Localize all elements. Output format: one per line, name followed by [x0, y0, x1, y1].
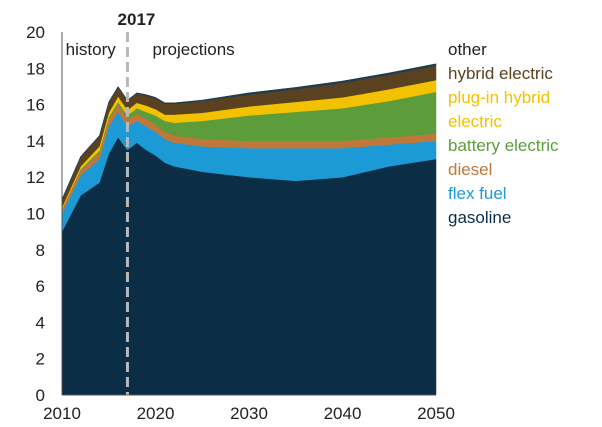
- stacked-areas: [61, 63, 437, 396]
- x-tick-label: 2040: [324, 404, 362, 423]
- y-tick-labels: 0 2 4 6 8 10 12 14 16 18 20: [26, 23, 45, 405]
- area-other: [61, 63, 437, 200]
- legend-item-plug-in-hybrid: plug-in hybrid: [448, 88, 550, 107]
- y-tick-label: 4: [36, 313, 45, 332]
- history-annotation: history: [66, 40, 117, 59]
- legend-item-hybrid-electric: hybrid electric: [448, 64, 553, 83]
- y-tick-label: 20: [26, 23, 45, 42]
- x-tick-label: 2020: [137, 404, 175, 423]
- axes: [61, 32, 436, 396]
- y-tick-label: 6: [36, 277, 45, 296]
- y-tick-label: 2: [36, 350, 45, 369]
- y-tick-label: 12: [26, 168, 45, 187]
- legend-item-diesel: diesel: [448, 160, 492, 179]
- x-tick-label: 2050: [417, 404, 455, 423]
- legend-item-gasoline: gasoline: [448, 208, 511, 227]
- legend-item-battery-electric: battery electric: [448, 136, 559, 155]
- divider-year-label: 2017: [118, 10, 156, 29]
- legend: other hybrid electric plug-in hybrid electr…: [448, 40, 559, 227]
- y-tick-label: 14: [26, 132, 45, 151]
- x-tick-labels: 2010 2020 2030 2040 2050: [43, 404, 455, 423]
- y-tick-label: 16: [26, 96, 45, 115]
- y-tick-label: 10: [26, 205, 45, 224]
- legend-item-electric: electric: [448, 112, 502, 131]
- y-tick-label: 8: [36, 241, 45, 260]
- y-tick-label: 18: [26, 59, 45, 78]
- legend-item-other: other: [448, 40, 487, 59]
- x-tick-label: 2010: [43, 404, 81, 423]
- legend-item-flex-fuel: flex fuel: [448, 184, 507, 203]
- projections-annotation: projections: [152, 40, 234, 59]
- y-tick-label: 0: [36, 386, 45, 405]
- x-tick-label: 2030: [230, 404, 268, 423]
